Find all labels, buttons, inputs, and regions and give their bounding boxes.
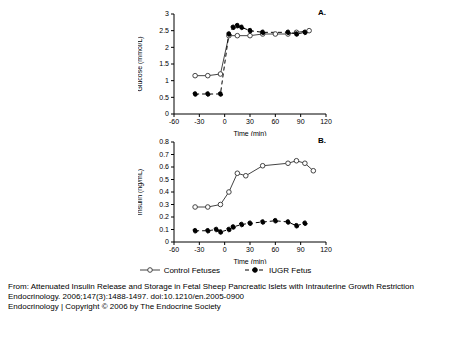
svg-text:-60: -60 <box>169 118 179 125</box>
svg-text:1: 1 <box>165 77 169 84</box>
svg-text:-60: -60 <box>169 246 179 253</box>
svg-text:0.2: 0.2 <box>159 213 169 220</box>
html-text:A.: A. <box>318 8 326 17</box>
html-text:Control Fetuses: Control Fetuses <box>163 265 221 275</box>
svg-text:0.4: 0.4 <box>159 188 169 195</box>
svg-text:120: 120 <box>320 118 332 125</box>
svg-text:0.5: 0.5 <box>159 176 169 183</box>
svg-text:90: 90 <box>297 118 305 125</box>
svg-text:0.7: 0.7 <box>159 151 169 158</box>
svg-text:0.3: 0.3 <box>159 201 169 208</box>
svg-text:120: 120 <box>320 246 332 253</box>
svg-text:0.5: 0.5 <box>159 94 169 101</box>
svg-text:0: 0 <box>165 110 169 117</box>
svg-text:90: 90 <box>297 246 305 253</box>
html-text:IUGR Fetus: IUGR Fetus <box>269 265 312 275</box>
svg-text:2.5: 2.5 <box>159 27 169 34</box>
svg-text:0: 0 <box>223 118 227 125</box>
svg-text:3: 3 <box>165 10 169 17</box>
html-text:Endocrinology | Copyright © 20: Endocrinology | Copyright © 2006 by The … <box>8 302 221 311</box>
svg-text:Time (min): Time (min) <box>233 258 266 264</box>
svg-text:Time (min): Time (min) <box>233 130 266 136</box>
svg-text:60: 60 <box>271 118 279 125</box>
svg-text:Insulin (ng/mL): Insulin (ng/mL) <box>138 169 144 215</box>
svg-text:0.1: 0.1 <box>159 226 169 233</box>
svg-text:Glucose (mmol/L): Glucose (mmol/L) <box>138 36 144 91</box>
svg-text:60: 60 <box>271 246 279 253</box>
svg-text:30: 30 <box>246 246 254 253</box>
html-text:From: Attenuated Insulin Relea: From: Attenuated Insulin Release and Sto… <box>8 282 414 291</box>
html-text:Endocrinology. 2006;147(3):148: Endocrinology. 2006;147(3):1488-1497. do… <box>8 292 244 301</box>
svg-text:-30: -30 <box>194 246 204 253</box>
svg-text:-30: -30 <box>194 118 204 125</box>
svg-text:1.5: 1.5 <box>159 60 169 67</box>
html-text:B.: B. <box>318 136 326 145</box>
svg-text:0: 0 <box>223 246 227 253</box>
svg-text:2: 2 <box>165 44 169 51</box>
svg-text:0: 0 <box>165 238 169 245</box>
svg-text:30: 30 <box>246 118 254 125</box>
svg-text:0.8: 0.8 <box>159 138 169 145</box>
svg-text:0.6: 0.6 <box>159 163 169 170</box>
